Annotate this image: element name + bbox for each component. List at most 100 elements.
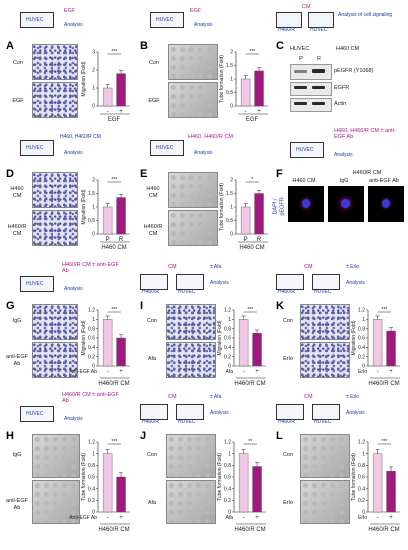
lane-label: R bbox=[317, 56, 321, 62]
row-label: EGF bbox=[12, 98, 24, 104]
chart-svg: Migration (Fold) 0 0.2 0.4 0.6 0.8 1 1.2 - + *** An… bbox=[69, 307, 130, 387]
dish bbox=[312, 404, 340, 420]
y-axis-label: Tube formation (Fold) bbox=[219, 55, 225, 103]
panel-label: H bbox=[6, 430, 14, 442]
bar-chart: Tube formation (Fold) 0 0.5 1 1.5 2 P R * H460 CM bbox=[219, 172, 272, 252]
migration-image bbox=[32, 342, 78, 378]
y-axis-label: Migration (Fold) bbox=[81, 189, 87, 224]
bar bbox=[240, 206, 251, 235]
bar-chart: Tube formation (Fold) 0 0.2 0.4 0.6 0.8 1 1.2 - +… bbox=[69, 434, 134, 534]
x-axis-label: H460 CM bbox=[101, 245, 126, 251]
schematic-E: HUVEC H460, H460/R CM Analysis bbox=[150, 132, 270, 160]
blot-title: H460 CM bbox=[336, 46, 360, 52]
migration-image bbox=[166, 342, 216, 378]
stim-label: EGF bbox=[64, 8, 76, 14]
x-tick-label: - bbox=[243, 515, 245, 521]
y-tick-label: 1 bbox=[228, 317, 231, 323]
x-prefix-label: Anti-EGF Ab bbox=[69, 515, 97, 521]
panel-label: D bbox=[6, 168, 14, 180]
cell-label: HUVEC bbox=[296, 147, 314, 153]
migration-image bbox=[32, 82, 78, 118]
panel-label: J bbox=[140, 430, 147, 442]
row-label: Con bbox=[282, 452, 294, 458]
analysis-label: Analysis bbox=[346, 280, 365, 286]
blot-band bbox=[312, 69, 325, 73]
schematic-B: HUVEC EGF Analysis bbox=[150, 4, 260, 32]
y-tick-label: 2 bbox=[230, 178, 233, 184]
analysis-label: Analysis of cell signaling bbox=[338, 12, 393, 18]
y-tick-label: 2 bbox=[92, 68, 95, 74]
migration-image bbox=[32, 44, 78, 80]
x-tick-label: - bbox=[377, 369, 379, 375]
dish bbox=[276, 404, 304, 420]
sig-label: *** bbox=[111, 177, 117, 183]
analysis-label: Analysis bbox=[64, 150, 83, 156]
stim-label: H460, H460/R CM bbox=[60, 134, 101, 140]
row-label: H460 CM bbox=[10, 186, 24, 199]
blot-band bbox=[294, 102, 307, 105]
row-label: Con bbox=[146, 318, 158, 324]
x-tick-label: - bbox=[107, 109, 109, 115]
y-tick-label: 0.8 bbox=[224, 463, 231, 469]
x-prefix-label: Erlo bbox=[358, 515, 367, 521]
y-axis-label: Migration (Fold) bbox=[81, 320, 87, 355]
analysis-label: Analysis bbox=[64, 416, 83, 422]
tube-image bbox=[168, 172, 218, 208]
bar bbox=[238, 453, 249, 513]
y-tick-label: 1.2 bbox=[358, 440, 365, 446]
y-tick-label: 1 bbox=[92, 205, 95, 211]
dish bbox=[150, 12, 184, 28]
tube-image bbox=[300, 434, 350, 478]
bar-chart: Migration (Fold) 0 0.2 0.4 0.6 0.8 1 1.2 - + *** Er… bbox=[351, 302, 404, 388]
cell-label: HUVEC bbox=[314, 419, 332, 425]
y-tick-label: 0.8 bbox=[358, 463, 365, 469]
y-tick-label: 0.5 bbox=[226, 218, 233, 224]
migration-image bbox=[32, 172, 78, 208]
y-tick-label: 0 bbox=[230, 232, 233, 238]
tube-image bbox=[168, 44, 218, 80]
schematic-A: HUVEC EGF Analysis bbox=[20, 4, 130, 32]
dish bbox=[20, 276, 54, 292]
bar-chart: Tube formation (Fold) 0 0.2 0.4 0.6 0.8 1 1.2 - +… bbox=[351, 434, 404, 534]
y-tick-label: 0 bbox=[362, 510, 365, 516]
sig-label: *** bbox=[249, 49, 255, 55]
y-axis-label: Migration (Fold) bbox=[81, 61, 87, 96]
tube-image bbox=[166, 434, 216, 478]
bar-chart: Migration (Fold) 0 0.2 0.4 0.6 0.8 1 1.2 - + *** Af… bbox=[217, 302, 270, 388]
y-tick-label: 2 bbox=[230, 50, 233, 56]
y-tick-label: 0 bbox=[92, 364, 95, 370]
panel-label: A bbox=[6, 40, 14, 52]
schematic-D: HUVEC H460, H460/R CM Analysis bbox=[20, 132, 140, 160]
x-tick-label: + bbox=[119, 515, 123, 521]
y-tick-label: 0.4 bbox=[358, 345, 365, 351]
dish bbox=[140, 274, 168, 290]
panel-label: E bbox=[140, 168, 148, 180]
bar-chart: Tube formation (Fold) 0 0.5 1 1.5 2 - + *** EGF bbox=[219, 44, 272, 124]
x-axis-label: H460/R CM bbox=[98, 381, 129, 387]
dish bbox=[308, 12, 334, 28]
analysis-label: Analysis bbox=[64, 286, 83, 292]
row-label: anti-EGF Ab bbox=[5, 498, 28, 511]
migration-image bbox=[166, 304, 216, 340]
x-tick-label: - bbox=[107, 515, 109, 521]
schematic-F: HUVEC H460, H460/R CM ± anti-EGF Ab Anal… bbox=[290, 128, 406, 162]
x-axis-label: H460/R CM bbox=[368, 381, 399, 387]
y-tick-label: 1.5 bbox=[226, 191, 233, 197]
stim-label: H460, H460/R CM bbox=[188, 134, 233, 140]
schematic-I: CM ± Afa H460/R HUVEC Analysis bbox=[140, 262, 270, 296]
x-tick-label: + bbox=[119, 369, 123, 375]
tube-image bbox=[300, 480, 350, 524]
y-tick-label: 0.6 bbox=[88, 336, 95, 342]
stim-label: CM bbox=[302, 4, 311, 10]
y-tick-label: 1 bbox=[92, 317, 95, 323]
row-label: Con bbox=[12, 60, 24, 66]
dish bbox=[176, 404, 204, 420]
x-tick-label: - bbox=[377, 515, 379, 521]
chart-svg: Migration (Fold) 0 0.2 0.4 0.6 0.8 1 1.2 - + *** Af… bbox=[217, 307, 266, 387]
row-label: EGF bbox=[148, 98, 160, 104]
drug-label: ± Erlo bbox=[346, 264, 360, 270]
y-tick-label: 0 bbox=[92, 104, 95, 110]
analysis-label: Analysis bbox=[64, 22, 83, 28]
bar bbox=[372, 319, 383, 367]
schematic-C: CM H460/R HUVEC Analysis of cell signali… bbox=[276, 4, 406, 34]
